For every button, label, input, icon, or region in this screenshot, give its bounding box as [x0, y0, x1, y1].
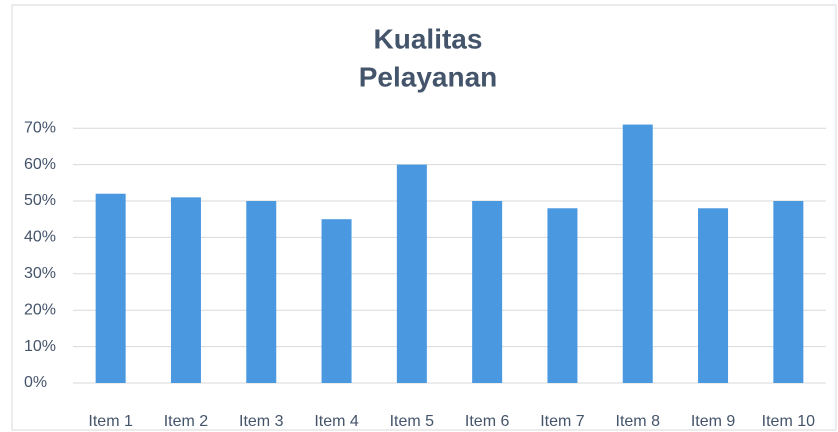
x-tick-label: Item 3 [239, 413, 284, 430]
bar [321, 219, 352, 383]
x-tick-label: Item 1 [88, 413, 133, 430]
bar [246, 201, 277, 383]
bar [95, 193, 126, 383]
bar [698, 208, 729, 383]
bar [773, 201, 804, 383]
bar [622, 124, 653, 383]
bar [170, 197, 201, 383]
y-tick-label: 50% [24, 192, 56, 209]
x-tick-label: Item 10 [762, 413, 815, 430]
x-tick-label: Item 8 [616, 413, 661, 430]
x-tick-label: Item 4 [314, 413, 359, 430]
x-tick-label: Item 6 [465, 413, 510, 430]
x-tick-label: Item 2 [164, 413, 209, 430]
chart-title: Kualitas [374, 23, 483, 54]
x-tick-label: Item 5 [390, 413, 435, 430]
y-tick-label: 60% [24, 156, 56, 173]
y-tick-label: 70% [24, 119, 56, 136]
y-tick-label: 30% [24, 265, 56, 282]
y-tick-label: 40% [24, 229, 56, 246]
y-tick-label: 20% [24, 301, 56, 318]
chart-title: Pelayanan [359, 61, 498, 92]
x-tick-label: Item 9 [691, 413, 736, 430]
bar [547, 208, 578, 383]
y-tick-label: 10% [24, 338, 56, 355]
x-tick-label: Item 7 [540, 413, 585, 430]
bar [396, 164, 427, 383]
bar [472, 201, 503, 383]
y-tick-label: 0% [24, 374, 47, 391]
